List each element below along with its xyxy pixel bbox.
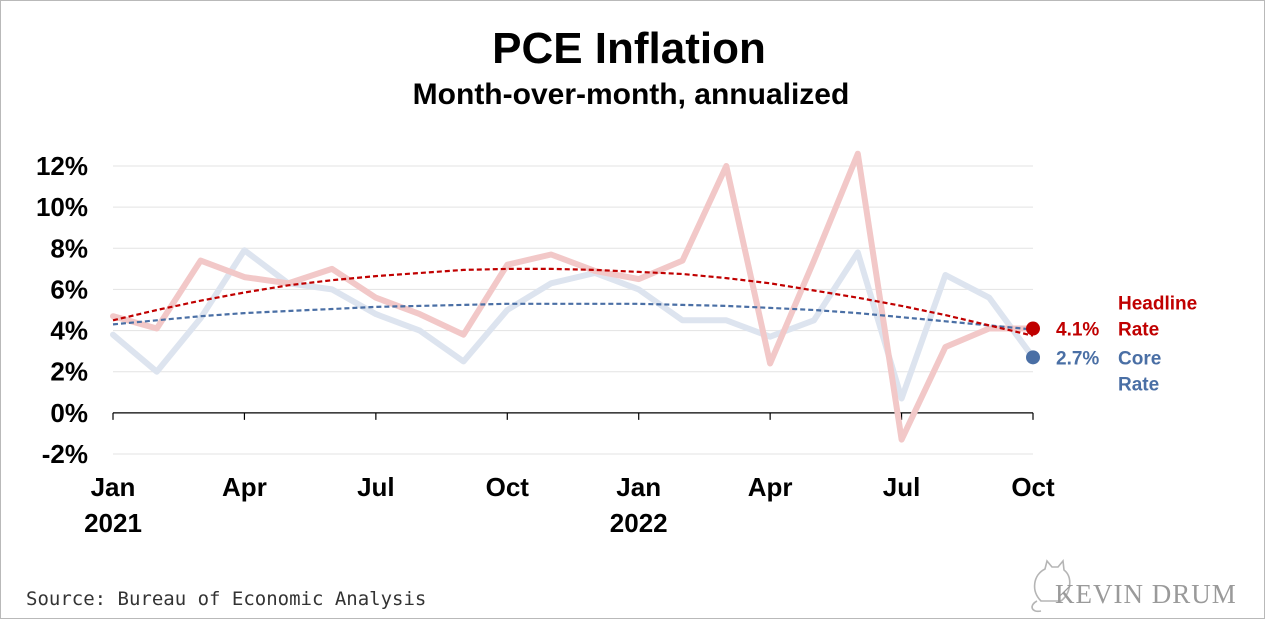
x-tick-label: Jul xyxy=(357,472,395,502)
x-tick-label: Apr xyxy=(748,472,793,502)
chart-subtitle: Month-over-month, annualized xyxy=(413,78,850,111)
brand-name: KEVIN DRUM xyxy=(1055,579,1237,609)
y-tick-label: 10% xyxy=(36,192,88,222)
x-tick-label: Jan xyxy=(91,472,136,502)
x-tick-label: Jan xyxy=(616,472,661,502)
headline-rate-end-marker xyxy=(1026,321,1040,336)
series-annotations: 4.1% Headline Rate 2.7% Core Rate xyxy=(1026,294,1197,395)
x-tick-year: 2022 xyxy=(610,508,668,538)
headline-rate-label: Headline xyxy=(1118,294,1197,315)
core-rate-end-marker xyxy=(1026,350,1040,365)
x-tick-label: Oct xyxy=(486,472,530,502)
core-rate-label: Rate xyxy=(1118,374,1159,395)
headline-rate-label: Rate xyxy=(1118,320,1159,341)
headline-rate-trend-line xyxy=(112,267,1034,337)
x-tick-label: Jul xyxy=(883,472,921,502)
x-tick-label: Apr xyxy=(222,472,267,502)
x-axis: Jan 2021 Apr Jul Oct Jan 2022 Apr Jul Oct xyxy=(84,412,1055,538)
core-rate-line xyxy=(110,247,1036,402)
cat-icon xyxy=(1031,559,1071,613)
series-layer xyxy=(110,150,1036,443)
core-rate-value: 2.7% xyxy=(1056,348,1099,369)
headline-rate-line xyxy=(110,150,1036,443)
y-tick-label: -2% xyxy=(42,439,88,469)
y-tick-label: 0% xyxy=(50,398,88,428)
y-tick-label: 8% xyxy=(50,233,88,263)
source-note: Source: Bureau of Economic Analysis xyxy=(26,588,426,610)
y-tick-label: 4% xyxy=(50,316,88,346)
chart-title: PCE Inflation xyxy=(492,24,766,73)
brand-logo: KEVIN DRUM xyxy=(1031,559,1237,613)
y-axis: 12% 10% 8% 6% 4% 2% 0% -2% xyxy=(36,151,88,469)
y-tick-label: 2% xyxy=(50,357,88,387)
core-rate-trend-line xyxy=(112,302,1034,331)
x-tick-label: Oct xyxy=(1011,472,1055,502)
y-tick-label: 6% xyxy=(50,274,88,304)
y-tick-label: 12% xyxy=(36,151,88,181)
x-tick-year: 2021 xyxy=(84,508,142,538)
core-rate-label: Core xyxy=(1118,348,1161,369)
headline-rate-value: 4.1% xyxy=(1056,320,1099,341)
